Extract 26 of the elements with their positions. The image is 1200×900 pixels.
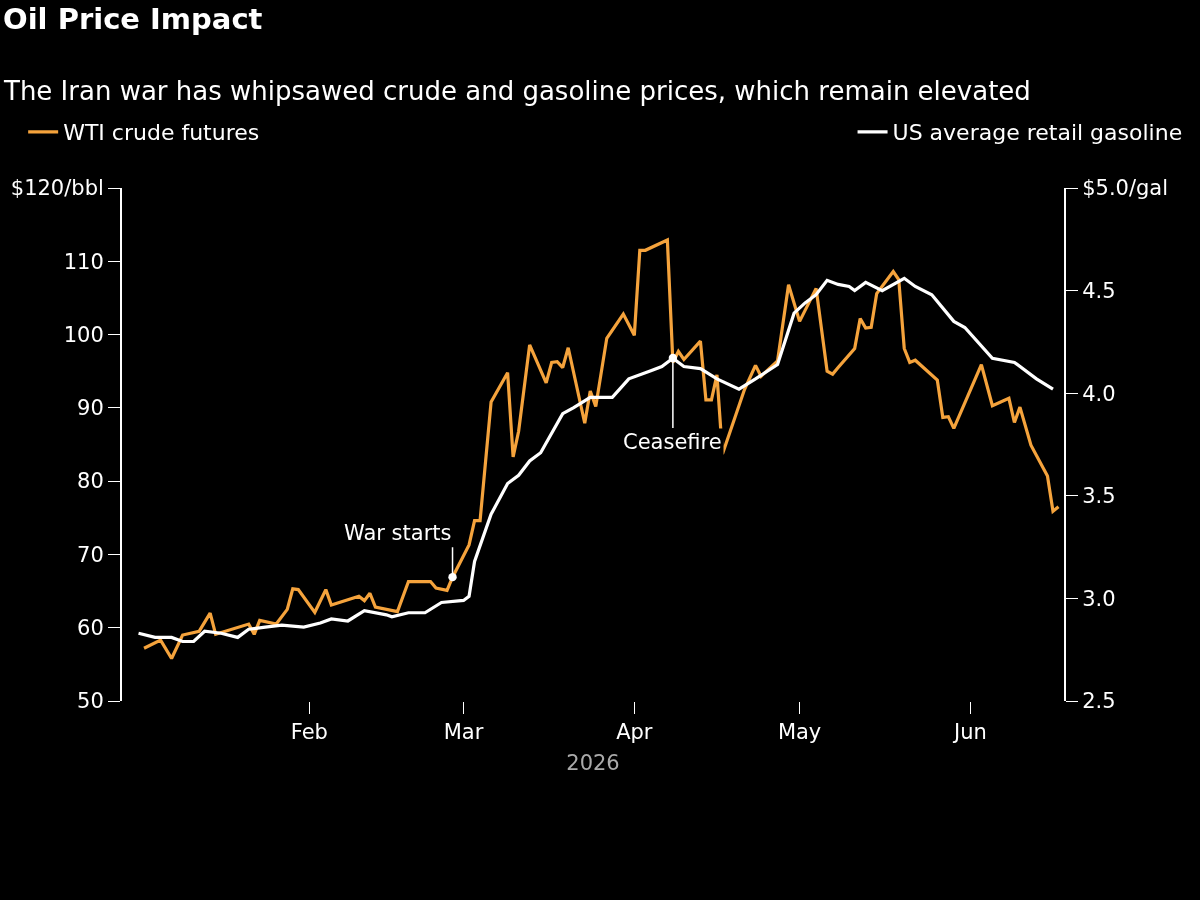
x-axis-title: 2026 — [566, 751, 620, 776]
x-tick-label: Jun — [951, 720, 987, 745]
y2-tick-label: 3.0 — [1082, 586, 1116, 611]
y2-tick-label: $5.0/gal — [1082, 176, 1169, 201]
x-tick-label: May — [777, 720, 822, 745]
y-tick-label: 100 — [63, 322, 104, 347]
y-tick-label: 60 — [77, 616, 104, 641]
annotation: Ceasefire — [623, 430, 722, 454]
y2-tick-label: 2.5 — [1082, 689, 1116, 714]
legend-label: WTI crude futures — [63, 120, 260, 146]
y-tick-label: 50 — [77, 689, 104, 714]
legend-label: US average retail gasoline — [892, 120, 1183, 146]
x-tick-label: Feb — [290, 720, 328, 745]
x-tick-label: Mar — [443, 720, 484, 745]
chart-title: Oil Price Impact — [3, 2, 263, 36]
y-tick-label: $120/bbl — [10, 176, 104, 201]
chart-subtitle: The Iran war has whipsawed crude and gasoline prices, which remain elevated — [3, 76, 1031, 106]
y2-tick-label: 4.5 — [1082, 278, 1116, 303]
y2-tick-label: 3.5 — [1082, 484, 1116, 509]
y-tick-label: 90 — [77, 396, 104, 421]
annotation: War starts — [344, 521, 452, 545]
y-tick-label: 70 — [77, 542, 104, 567]
y-tick-label: 110 — [63, 249, 104, 274]
y-tick-label: 80 — [77, 469, 104, 494]
y2-tick-label: 4.0 — [1082, 381, 1116, 406]
x-tick-label: Apr — [616, 720, 653, 745]
